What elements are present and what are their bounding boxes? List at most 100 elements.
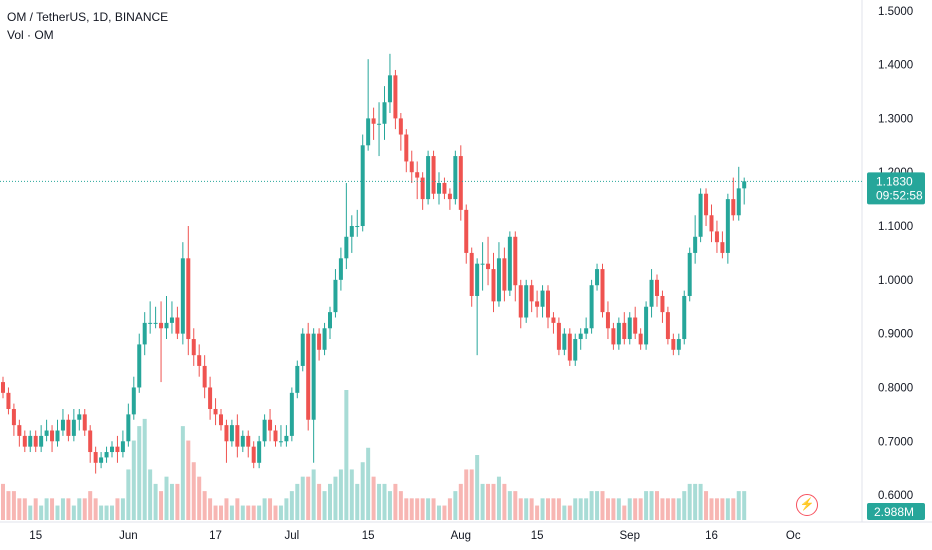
volume-bar: [50, 498, 55, 520]
candle-body: [687, 252, 692, 296]
volume-bar: [219, 505, 223, 520]
volume-legend[interactable]: Vol · OM: [7, 28, 54, 42]
candle-body: [208, 387, 213, 409]
x-tick-label: Jul: [284, 530, 299, 542]
candle-body: [338, 258, 343, 280]
candle-body: [175, 317, 180, 334]
volume-bar: [382, 483, 387, 520]
volume-bar: [693, 483, 698, 520]
volume-bar: [322, 491, 327, 520]
candle-body: [55, 430, 60, 442]
candle-body: [644, 306, 649, 345]
candle-body: [229, 425, 234, 442]
current-volume-label: 2.988M: [874, 505, 914, 519]
x-tick-label: Oc: [786, 530, 801, 542]
candle-body: [655, 279, 659, 296]
candle-body: [507, 236, 512, 291]
candle-body: [556, 322, 561, 350]
candle-body: [1, 382, 5, 393]
volume-bar: [671, 498, 676, 520]
volume-bar: [442, 505, 447, 520]
candle-body: [605, 312, 610, 329]
candle-body: [224, 425, 229, 442]
volume-bar: [333, 476, 338, 520]
volume-bar: [208, 498, 213, 520]
candle-body: [355, 226, 360, 228]
volume-bar: [33, 498, 38, 520]
candle-body: [415, 172, 420, 178]
volume-bar: [349, 469, 354, 520]
volume-bar: [546, 498, 550, 520]
volume-bar: [317, 483, 322, 520]
volume-bar: [535, 505, 540, 520]
candle-body: [475, 263, 480, 296]
candle-body: [235, 425, 240, 447]
candle-body: [131, 387, 136, 415]
volume-bar: [229, 505, 234, 520]
candle-body: [246, 435, 251, 447]
candle-body: [704, 193, 709, 216]
candle-body: [148, 322, 153, 324]
lightning-icon[interactable]: ⚡: [796, 494, 818, 516]
volume-bar: [393, 483, 398, 520]
candle-body: [393, 75, 398, 119]
candle-body: [377, 123, 382, 125]
y-tick-label: 1.1000: [878, 221, 913, 233]
volume-bar: [480, 483, 485, 520]
candle-body: [28, 435, 33, 447]
candle-body: [82, 414, 87, 431]
x-tick-label: 15: [531, 530, 544, 542]
candle-body: [535, 301, 540, 307]
volume-bar: [714, 498, 719, 520]
x-tick-label: Sep: [620, 530, 640, 542]
volume-bar: [371, 476, 376, 520]
volume-bar: [191, 462, 196, 520]
volume-bar: [682, 491, 687, 520]
candle-body: [186, 258, 191, 340]
volume-bar: [60, 498, 65, 520]
volume-bar: [475, 455, 480, 520]
volume-bar: [562, 505, 567, 520]
volume-bar: [644, 491, 649, 520]
candle-body: [595, 269, 600, 286]
volume-bar: [676, 498, 681, 520]
candle-body: [573, 339, 578, 361]
candle-body: [562, 333, 567, 350]
y-tick-label: 1.0000: [878, 275, 913, 287]
candle-body: [671, 339, 676, 350]
candle-body: [11, 408, 16, 426]
candle-body: [518, 285, 523, 318]
volume-bar: [17, 498, 22, 520]
x-tick-label: 17: [209, 530, 222, 542]
volume-bar: [736, 491, 741, 520]
candle-body: [638, 333, 643, 345]
volume-bar: [71, 505, 76, 520]
candle-body: [115, 446, 120, 453]
candle-body: [44, 430, 49, 436]
volume-bar: [616, 498, 621, 520]
candle-body: [349, 226, 354, 237]
volume-bar: [426, 498, 431, 520]
candle-body: [110, 446, 114, 453]
volume-bar: [649, 491, 654, 520]
volume-bar: [496, 476, 501, 520]
candle-body: [404, 134, 409, 162]
candle-body: [714, 231, 719, 243]
symbol-title[interactable]: OM / TetherUS, 1D, BINANCE: [7, 10, 169, 24]
candle-body: [322, 328, 327, 350]
volume-bar: [82, 498, 87, 520]
candle-body: [731, 199, 736, 216]
candle-body: [104, 452, 109, 458]
volume-bar: [289, 491, 294, 520]
volume-bar: [251, 505, 256, 520]
volume-bar: [600, 491, 605, 520]
volume-bar: [502, 483, 507, 520]
candle-body: [426, 156, 431, 200]
volume-bar: [665, 498, 670, 520]
y-tick-label: 0.6000: [878, 490, 913, 502]
volume-bar: [115, 498, 120, 520]
candle-body: [360, 145, 365, 227]
candle-body: [99, 457, 104, 463]
volume-bar: [311, 469, 316, 520]
